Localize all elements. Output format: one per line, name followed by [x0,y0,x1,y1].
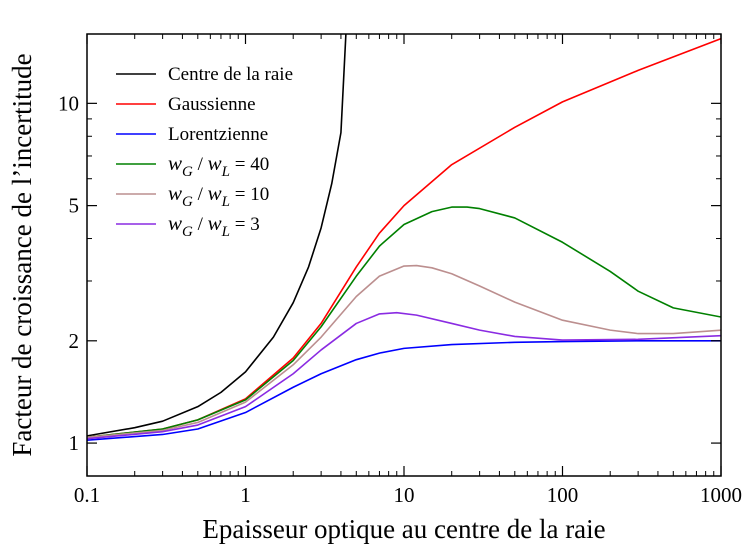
y-axis-label: Facteur de croissance de l’incertitude [7,53,37,456]
legend-label-1: Gaussienne [168,94,256,115]
series-line-2 [87,340,721,441]
legend-label-4: wG / wL = 10 [168,181,269,210]
series-line-4 [87,264,721,439]
series-line-5 [87,311,721,440]
legend-label-0: Centre de la raie [168,64,293,85]
x-tick-label: 0.1 [74,483,100,507]
x-tick-label: 1000 [700,483,742,507]
legend: Centre de la raie Gaussienne Lorentzienne w… [116,64,293,240]
y-tick-label: 1 [69,431,80,455]
y-tick-label: 2 [69,329,80,353]
legend-label-3: wG / wL = 40 [168,151,269,180]
x-tick-label: 10 [394,483,415,507]
x-tick-label: 1 [240,483,251,507]
series-line-3 [87,206,721,439]
x-tick-label: 100 [547,483,579,507]
x-axis-label: Epaisseur optique au centre de la raie [202,514,605,544]
series-layer [87,34,721,441]
y-tick-label: 5 [69,194,80,218]
legend-label-2: Lorentzienne [168,124,268,145]
y-tick-label: 10 [58,91,79,115]
tick-layer: 0.1 1 10 100 1000 1 2 5 10 [58,34,742,507]
series-line-0 [87,34,347,437]
legend-label-5: wG / wL = 3 [168,211,260,240]
